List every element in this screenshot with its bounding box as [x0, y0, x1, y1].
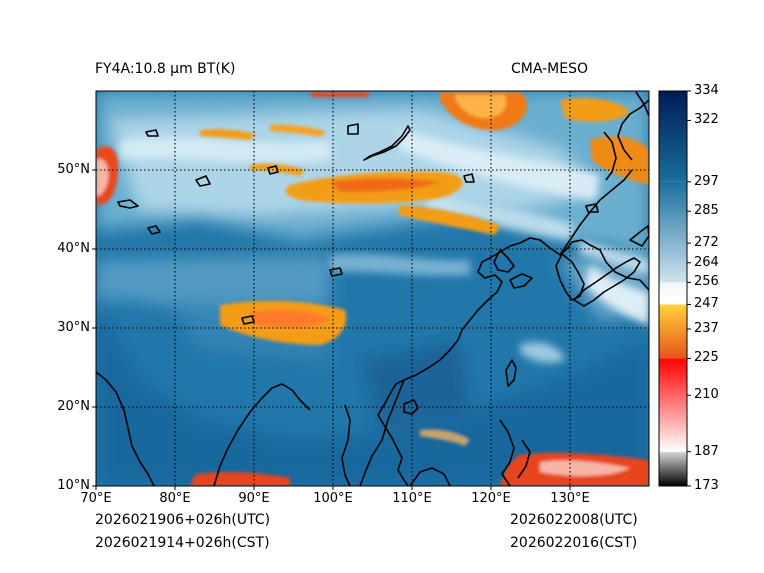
colorbar-tick-label: 272 — [694, 235, 719, 251]
colorbar-tick-label: 264 — [694, 254, 719, 270]
colorbar-frame — [658, 90, 688, 487]
colorbar-segment — [659, 91, 687, 182]
coastline-taiwan — [505, 359, 517, 387]
colorbar-tick-label: 187 — [694, 443, 719, 459]
colorbar-segment — [659, 181, 687, 283]
coastline-east-asia — [377, 237, 649, 486]
lon-tick-label: 130°E — [550, 491, 590, 506]
coastlines — [96, 91, 649, 486]
map-ticks — [92, 169, 571, 490]
coastline-borneo — [409, 467, 451, 486]
colorbar-segment — [659, 304, 687, 359]
lake-4 — [241, 315, 255, 325]
lat-tick-label: 50°N — [57, 162, 90, 177]
coastline-philippines-2 — [517, 439, 531, 479]
coastline-okhotsk — [617, 99, 649, 161]
colorbar-segment — [659, 451, 687, 486]
lake-balkhash — [117, 199, 139, 209]
lake-5 — [347, 123, 359, 135]
cold-cloud-tops — [96, 92, 649, 486]
coastline-hainan — [403, 399, 419, 415]
lake-3 — [267, 165, 279, 175]
lake-8 — [463, 173, 475, 183]
coastline-sea-japan — [559, 169, 633, 256]
lon-tick-label: 80°E — [159, 491, 191, 506]
lat-tick-label: 30°N — [57, 320, 90, 335]
map-frame — [95, 90, 650, 487]
coastline-sakhalin — [603, 131, 617, 181]
lake-2 — [195, 175, 211, 187]
coastline-philippines — [499, 419, 515, 486]
colorbar — [658, 90, 691, 487]
coastline-kamchatka — [635, 91, 649, 117]
coastline-bay-bengal — [213, 383, 311, 486]
colorbar-tick-label: 256 — [694, 274, 719, 290]
lon-tick-label: 100°E — [313, 491, 353, 506]
init-time-cst: 2026021914+026h(CST) — [95, 535, 270, 551]
coastline-india-west — [96, 371, 155, 486]
colorbar-tick-label: 225 — [694, 350, 719, 366]
colorbar-tick-label: 322 — [694, 112, 719, 128]
lake-6 — [145, 129, 159, 137]
lake-1 — [147, 225, 161, 235]
coastline-japan — [573, 257, 641, 307]
colorbar-tick-label: 173 — [694, 478, 719, 493]
baikal-shape — [363, 125, 411, 161]
coastline-shandong — [509, 273, 533, 289]
init-time-utc: 2026021906+026h(UTC) — [95, 512, 271, 528]
lon-tick-label: 70°E — [80, 491, 112, 506]
coastline-bohai — [493, 249, 515, 273]
colorbar-segment — [659, 358, 687, 452]
lat-tick-label: 20°N — [57, 399, 90, 414]
lat-tick-label: 40°N — [57, 241, 90, 256]
colorbar-tick-label: 285 — [694, 203, 719, 219]
colorbar-tick-label: 247 — [694, 296, 719, 312]
colorbar-tick-label: 210 — [694, 387, 719, 403]
lon-tick-label: 110°E — [392, 491, 432, 506]
graticule — [96, 91, 649, 486]
lon-tick-label: 90°E — [238, 491, 270, 506]
valid-time-cst: 2026022016(CST) — [510, 535, 638, 551]
colorbar-tick-label: 334 — [694, 83, 719, 98]
lake-9 — [585, 203, 599, 213]
valid-time-utc: 2026022008(UTC) — [510, 512, 638, 528]
colorbar-tick-label: 297 — [694, 173, 719, 189]
colorbar-tick-label: 237 — [694, 320, 719, 336]
colorbar-segment — [659, 282, 687, 305]
map-title-right: CMA-MESO — [511, 61, 589, 77]
lat-tick-label: 10°N — [57, 478, 90, 493]
map-title-left: FY4A:10.8 µm BT(K) — [95, 61, 236, 77]
lon-tick-label: 120°E — [471, 491, 511, 506]
coastline-indochina — [359, 379, 405, 486]
coastline-indochina-inner — [341, 404, 351, 486]
lake-7 — [329, 267, 343, 277]
